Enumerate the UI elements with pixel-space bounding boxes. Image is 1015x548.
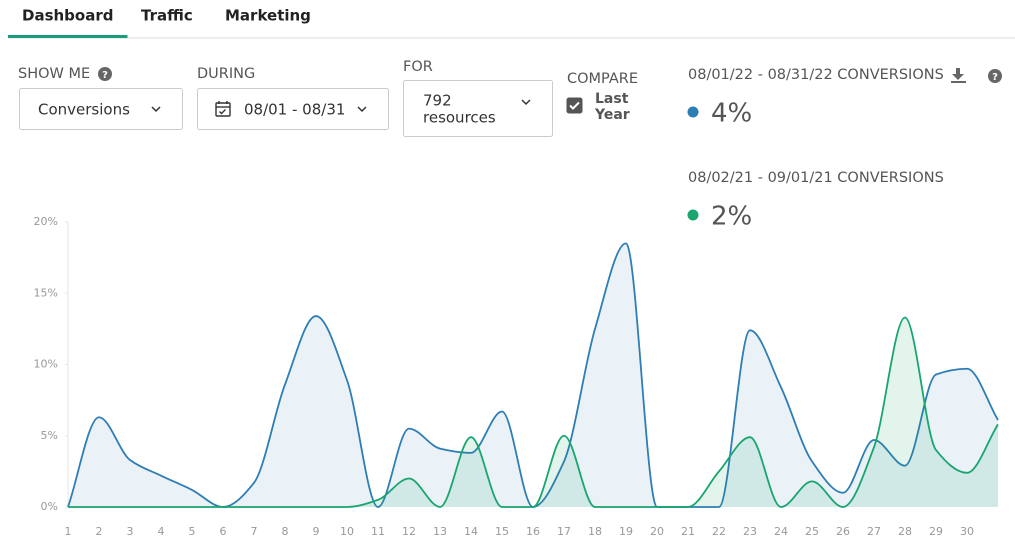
x-tick-label: 8 <box>282 525 289 538</box>
checkbox-box <box>566 97 583 114</box>
x-tick-label: 23 <box>743 525 757 538</box>
checkbox-check <box>569 101 580 110</box>
chart: 0%5%10%15%20%1 2 3 4 5 6 7 8 9 10 11 12 13 14 15 16 17 18… <box>34 67 999 538</box>
x-tick-label: 16 <box>526 525 540 538</box>
tab[interactable]: Marketing <box>225 7 311 25</box>
help-icon[interactable] <box>98 67 112 81</box>
tabs: Dashboard Traffic Marketing <box>8 7 311 38</box>
x-tick-label: 27 <box>867 525 881 538</box>
during-value: 08/01 - 08/31 <box>244 101 345 119</box>
calendar-icon <box>215 101 231 117</box>
download-icon[interactable] <box>951 68 966 83</box>
series-line <box>67 242 999 508</box>
x-tick-label: 9 <box>313 525 320 538</box>
compare-label: COMPARE <box>567 71 638 87</box>
y-tick-label: 20% <box>34 215 58 228</box>
x-tick-label: 28 <box>898 525 912 538</box>
x-tick-label: 17 <box>557 525 571 538</box>
series-area <box>68 243 998 507</box>
x-tick-label: 2 <box>96 525 103 538</box>
legend-dot <box>687 209 699 221</box>
y-tick-label: 5% <box>41 429 58 442</box>
compare-checkbox[interactable] <box>566 97 583 114</box>
for-value-line: resources <box>423 109 496 127</box>
legend-name: 08/01/22 - 08/31/22 CONVERSIONS <box>688 67 944 83</box>
series-area <box>68 317 998 507</box>
chevron <box>151 106 161 113</box>
x-tick-label: 22 <box>712 525 726 538</box>
x-tick-label: 5 <box>189 525 196 538</box>
legend-summary: 4% <box>711 99 752 129</box>
x-tick-label: 26 <box>836 525 850 538</box>
x-tick-label: 1 <box>65 525 72 538</box>
y-tick-label: 15% <box>34 286 58 299</box>
active-tab-underline <box>8 35 128 38</box>
for-dropdown[interactable] <box>403 80 553 137</box>
help-icon-glyph: ? <box>992 72 998 83</box>
x-tick-label: 13 <box>433 525 447 538</box>
x-tick-label: 6 <box>220 525 227 538</box>
tab[interactable]: Traffic <box>141 7 193 25</box>
legend-name: 08/02/21 - 09/01/21 CONVERSIONS <box>688 170 944 186</box>
compare-value-line: Year <box>594 107 630 123</box>
legend-summary: 2% <box>711 202 752 232</box>
x-tick-label: 25 <box>805 525 819 538</box>
x-tick-label: 24 <box>774 525 788 538</box>
help-icon[interactable] <box>988 69 1002 83</box>
tab[interactable]: Dashboard <box>22 7 113 25</box>
show-me-value: Conversions <box>38 101 130 119</box>
during-dropdown[interactable] <box>197 88 389 130</box>
show-me-label: SHOW ME <box>18 66 90 82</box>
compare-value-line: Last <box>595 91 629 107</box>
x-tick-label: 7 <box>251 525 258 538</box>
for-label: FOR <box>403 59 433 75</box>
chevron <box>521 99 531 106</box>
x-tick-label: 11 <box>371 525 385 538</box>
help-icon-glyph: ? <box>102 70 108 81</box>
x-tick-label: 14 <box>464 525 478 538</box>
y-tick-label: 0% <box>41 500 58 513</box>
show-me-dropdown[interactable] <box>19 88 183 130</box>
x-tick-label: 10 <box>340 525 354 538</box>
x-tick-label: 18 <box>588 525 602 538</box>
x-tick-label: 3 <box>127 525 134 538</box>
x-tick-label: 30 <box>960 525 974 538</box>
chevron <box>357 106 367 113</box>
x-tick-label: 21 <box>681 525 695 538</box>
x-tick-label: 19 <box>619 525 633 538</box>
x-tick-label: 4 <box>158 525 165 538</box>
y-tick-label: 10% <box>34 358 58 371</box>
x-tick-label: 29 <box>929 525 943 538</box>
for-value-line: 792 <box>423 92 452 110</box>
series-line <box>67 316 999 508</box>
legend-dot <box>687 106 699 118</box>
x-tick-label: 20 <box>650 525 664 538</box>
x-tick-label: 15 <box>495 525 509 538</box>
x-tick-label: 12 <box>402 525 416 538</box>
during-label: DURING <box>197 66 255 82</box>
